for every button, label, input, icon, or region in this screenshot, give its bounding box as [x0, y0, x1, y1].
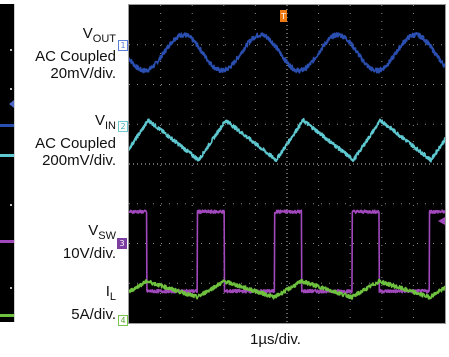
channel-4-marker: 4 [118, 315, 128, 326]
channel-2-marker: 2 [118, 121, 128, 132]
trace-channel-2 [129, 117, 445, 163]
channel-3-marker: 3 [117, 238, 127, 249]
adjacent-scope-fragment [0, 4, 15, 322]
vin-label: VIN AC Coupled 200mV/div. [35, 112, 116, 169]
il-label: IL 5A/div. [71, 283, 116, 323]
trace-channel-4 [129, 278, 445, 300]
trace-fragment-green [0, 314, 14, 317]
trace-fragment-cyan [0, 154, 14, 157]
trace-channel-1 [129, 32, 445, 74]
grid-tick [10, 287, 12, 289]
vout-label: VOUT AC Coupled 20mV/div. [35, 25, 116, 82]
channel-1-marker: 1 [118, 40, 128, 51]
channel-marker [9, 100, 14, 108]
grid-tick [10, 204, 12, 206]
scope-plot: T [129, 5, 445, 323]
oscilloscope-screen: T [128, 4, 446, 324]
trace-fragment-blue [0, 124, 14, 127]
x-axis-label: 1µs/div. [250, 331, 301, 348]
scope-grid [129, 5, 445, 323]
trigger-position-marker: T [280, 10, 287, 22]
svg-text:T: T [280, 12, 286, 21]
grid-tick [10, 88, 12, 90]
trace-fragment-purple [0, 240, 14, 243]
vsw-label: VSW 10V/div. [62, 222, 116, 262]
trace-channel-3 [129, 209, 445, 294]
grid-tick [10, 49, 12, 51]
trigger-level-marker [438, 217, 445, 225]
